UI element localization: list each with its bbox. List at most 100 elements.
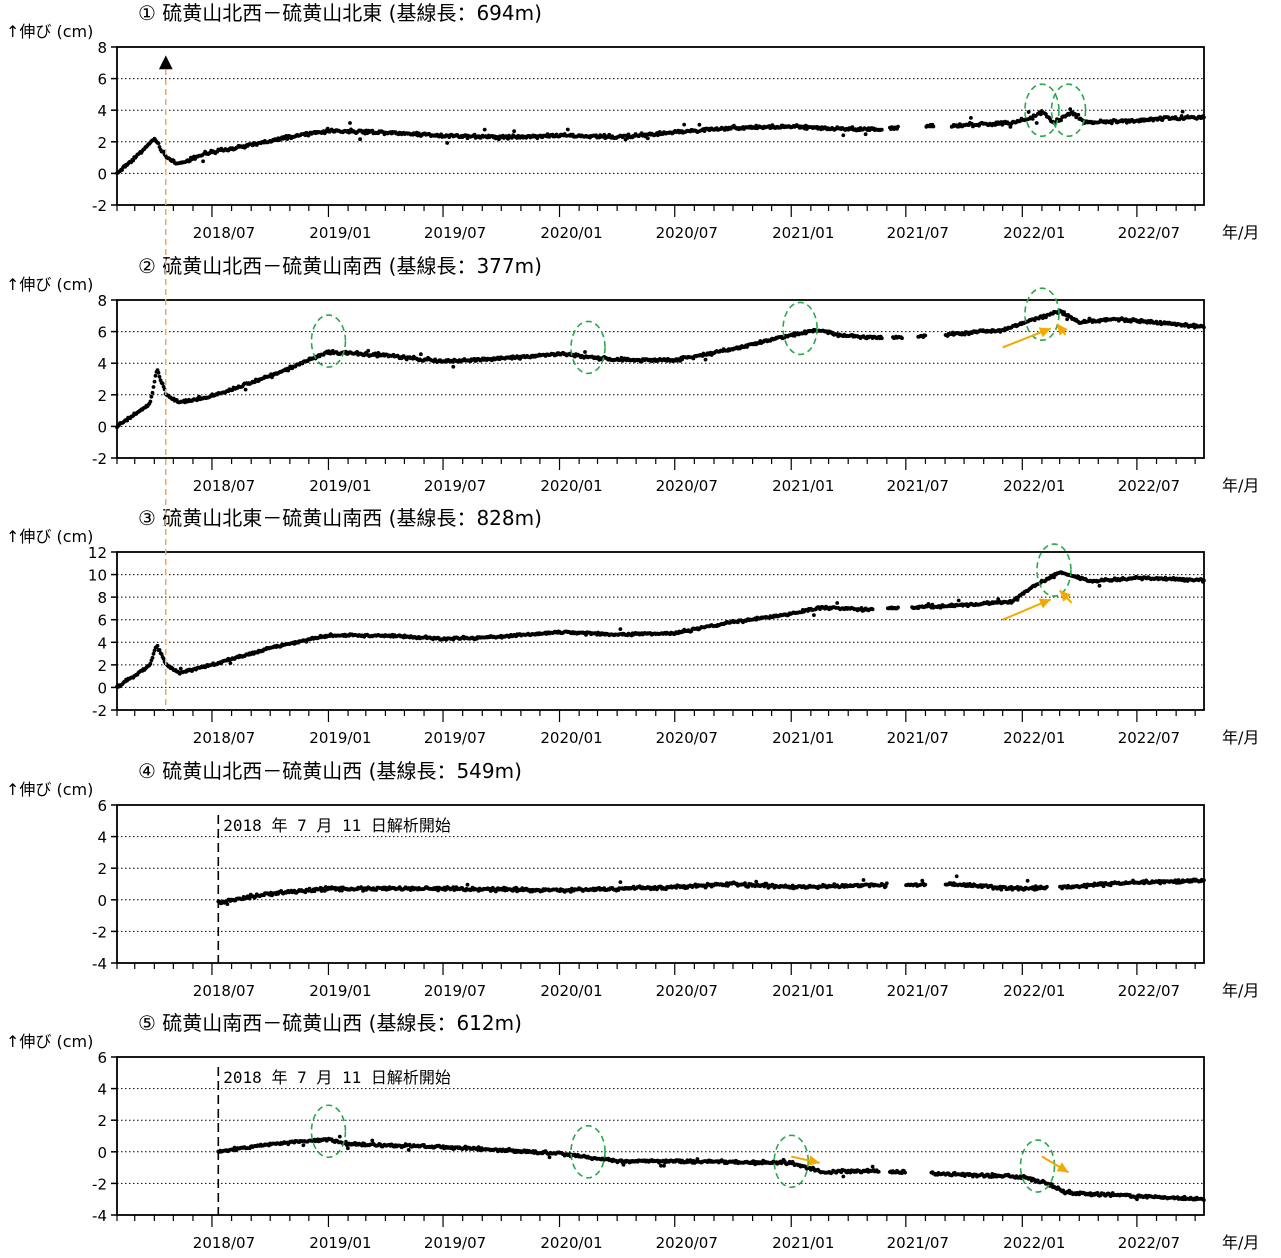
data-point [152, 648, 157, 653]
data-points [216, 1134, 1206, 1202]
data-point [896, 124, 900, 129]
x-axis-unit-label: 年/月 [1222, 1233, 1259, 1252]
y-axis-label: ↑伸び (cm) [6, 527, 93, 546]
x-tick-label: 2019/01 [309, 477, 371, 495]
data-point [149, 394, 154, 399]
x-tick-label: 2018/07 [193, 477, 255, 495]
anomaly-circle [1036, 543, 1072, 597]
x-tick-label: 2019/01 [309, 1234, 371, 1252]
x-tick-label: 2022/07 [1118, 477, 1180, 495]
data-point [645, 136, 650, 141]
chart-panels: ↑伸び (cm) ① 硫黄山北西－硫黄山北東 (基線長：694m) 年/月 -2 0 2 4… [6, 1, 1259, 1252]
x-tick-label: 2022/07 [1118, 1234, 1180, 1252]
data-points [115, 570, 1206, 689]
data-point [157, 374, 162, 379]
x-tick-label: 2020/01 [540, 224, 602, 242]
y-axis-label: ↑伸び (cm) [6, 780, 93, 799]
y-tick-label: 4 [97, 1081, 107, 1099]
x-tick-label: 2019/07 [424, 982, 486, 1000]
data-point [125, 418, 129, 423]
y-tick-label: 6 [97, 612, 107, 630]
data-point [863, 132, 868, 137]
x-tick-label: 2020/07 [656, 729, 718, 747]
data-point [812, 613, 816, 617]
data-point [156, 141, 161, 146]
chart-title: ⑤ 硫黄山南西－硫黄山西 (基線長：612m) [138, 1011, 522, 1035]
chart-title: ① 硫黄山北西－硫黄山北東 (基線長：694m) [138, 1, 542, 25]
data-point [151, 652, 156, 656]
data-point [697, 122, 702, 127]
x-axis-unit-label: 年/月 [1222, 223, 1259, 242]
data-point [159, 652, 164, 656]
data-point [923, 333, 928, 338]
data-point [662, 1163, 666, 1168]
data-point [956, 598, 961, 603]
anomaly-circle [310, 314, 347, 368]
x-tick-label: 2021/07 [887, 729, 949, 747]
data-point [1202, 578, 1206, 583]
trend-arrow-head [1038, 327, 1051, 338]
x-tick-label: 2020/07 [656, 224, 718, 242]
data-point [923, 882, 928, 887]
y-tick-label: -2 [92, 197, 107, 215]
data-point [879, 127, 884, 132]
data-point [931, 124, 936, 129]
data-point [835, 601, 840, 605]
x-tick-label: 2020/01 [540, 477, 602, 495]
data-point [870, 607, 875, 612]
data-point [285, 137, 290, 142]
data-point [1068, 107, 1073, 111]
data-point [1052, 575, 1056, 580]
y-tick-label: -2 [92, 1175, 107, 1193]
data-point [301, 1143, 306, 1148]
analysis-start-note: 2018 年 7 月 11 日解析開始 [223, 1068, 451, 1087]
data-point [618, 880, 623, 884]
x-tick-label: 2019/07 [424, 1234, 486, 1252]
x-axis-unit-label: 年/月 [1222, 981, 1259, 1000]
y-tick-label: 10 [88, 567, 107, 585]
data-point [347, 130, 351, 135]
data-point [348, 121, 352, 125]
y-tick-label: 0 [97, 892, 107, 910]
y-tick-label: 2 [97, 1112, 107, 1130]
y-tick-label: 12 [88, 544, 107, 562]
x-tick-label: 2018/07 [193, 224, 255, 242]
y-tick-label: 4 [97, 102, 107, 120]
y-tick-label: 0 [97, 418, 107, 436]
data-point [1008, 125, 1013, 129]
data-point [1059, 118, 1063, 123]
y-axis-label: ↑伸び (cm) [6, 22, 93, 41]
x-tick-label: 2021/01 [772, 982, 834, 1000]
y-axis-label: ↑伸び (cm) [6, 1032, 93, 1051]
data-point [243, 387, 248, 392]
anomaly-circle [782, 301, 818, 356]
data-point [900, 336, 904, 341]
x-tick-label: 2022/01 [1003, 477, 1065, 495]
data-point [157, 648, 162, 652]
data-point [896, 605, 900, 610]
data-point [150, 655, 155, 660]
data-point [178, 666, 183, 671]
x-tick-label: 2021/01 [772, 729, 834, 747]
x-tick-label: 2022/01 [1003, 224, 1065, 242]
chart-title: ② 硫黄山北西－硫黄山南西 (基線長：377m) [138, 254, 542, 278]
data-point [247, 896, 252, 901]
y-tick-label: -4 [92, 1207, 107, 1225]
data-point [841, 133, 846, 138]
x-tick-label: 2018/07 [193, 729, 255, 747]
x-tick-label: 2022/01 [1003, 729, 1065, 747]
y-tick-label: 4 [97, 355, 107, 373]
x-tick-label: 2021/07 [887, 1234, 949, 1252]
y-tick-label: 8 [97, 292, 107, 310]
x-tick-label: 2020/07 [656, 982, 718, 1000]
x-tick-label: 2022/01 [1003, 1234, 1065, 1252]
x-tick-label: 2021/07 [887, 982, 949, 1000]
y-tick-label: 6 [97, 71, 107, 89]
data-point [160, 381, 165, 386]
y-tick-label: -2 [92, 923, 107, 941]
chart-panel-p4: ↑伸び (cm)④ 硫黄山北西－硫黄山西 (基線長：549m)年/月-4-202… [6, 759, 1259, 1000]
chart-title: ④ 硫黄山北西－硫黄山西 (基線長：549m) [138, 759, 522, 783]
data-point [155, 643, 160, 648]
data-point [225, 902, 230, 906]
y-tick-label: 0 [97, 165, 107, 183]
